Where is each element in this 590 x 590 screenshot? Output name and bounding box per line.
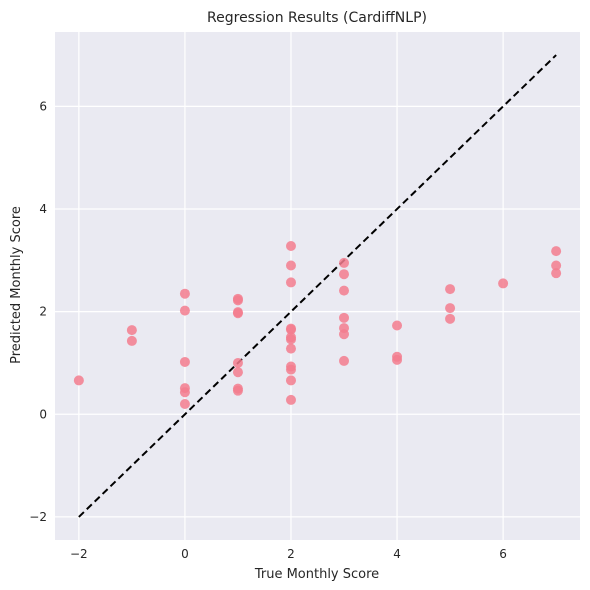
data-point bbox=[179, 356, 190, 367]
data-point bbox=[285, 334, 296, 345]
data-point bbox=[179, 387, 190, 398]
data-point bbox=[392, 354, 403, 365]
data-point bbox=[285, 364, 296, 375]
data-point bbox=[339, 257, 350, 268]
data-point bbox=[179, 399, 190, 410]
data-point bbox=[285, 343, 296, 354]
data-point bbox=[445, 303, 456, 314]
data-point bbox=[445, 284, 456, 295]
data-point bbox=[126, 325, 137, 336]
data-point bbox=[339, 269, 350, 280]
data-point bbox=[551, 260, 562, 271]
data-point bbox=[232, 357, 243, 368]
x-tick-label: 0 bbox=[181, 547, 189, 561]
y-tick-label: 4 bbox=[39, 202, 47, 216]
data-point bbox=[339, 329, 350, 340]
x-axis-label: True Monthly Score bbox=[254, 567, 379, 582]
x-tick-label: 6 bbox=[499, 547, 507, 561]
data-point bbox=[179, 288, 190, 299]
y-axis-label: Predicted Monthly Score bbox=[9, 206, 24, 364]
data-point bbox=[285, 394, 296, 405]
data-point bbox=[551, 246, 562, 257]
data-point bbox=[126, 335, 137, 346]
x-tick-label: 2 bbox=[287, 547, 295, 561]
data-point bbox=[392, 320, 403, 331]
data-point bbox=[445, 313, 456, 324]
data-point bbox=[232, 385, 243, 396]
y-tick-label: 2 bbox=[39, 305, 47, 319]
data-point bbox=[73, 375, 84, 386]
data-point bbox=[285, 240, 296, 251]
data-point bbox=[285, 324, 296, 335]
x-tick-label: 4 bbox=[393, 547, 401, 561]
data-point bbox=[339, 285, 350, 296]
reference-line bbox=[78, 54, 557, 518]
x-tick-labels: −2 0 2 4 6 bbox=[70, 547, 507, 561]
data-point bbox=[339, 355, 350, 366]
data-point bbox=[232, 367, 243, 378]
data-points bbox=[73, 240, 562, 410]
data-point bbox=[551, 268, 562, 279]
data-point bbox=[285, 260, 296, 271]
data-point bbox=[232, 295, 243, 306]
data-point bbox=[285, 277, 296, 288]
x-tick-label: −2 bbox=[70, 547, 88, 561]
data-point bbox=[339, 312, 350, 323]
chart-title: Regression Results (CardiffNLP) bbox=[207, 10, 427, 26]
y-tick-label: 0 bbox=[39, 407, 47, 421]
data-point bbox=[285, 375, 296, 386]
data-point bbox=[498, 278, 509, 289]
y-tick-label: −2 bbox=[29, 510, 47, 524]
y-tick-labels: −2 0 2 4 6 bbox=[29, 99, 47, 524]
reference-line-group bbox=[78, 54, 557, 518]
data-point bbox=[179, 305, 190, 316]
data-point bbox=[232, 308, 243, 319]
y-tick-label: 6 bbox=[39, 99, 47, 113]
